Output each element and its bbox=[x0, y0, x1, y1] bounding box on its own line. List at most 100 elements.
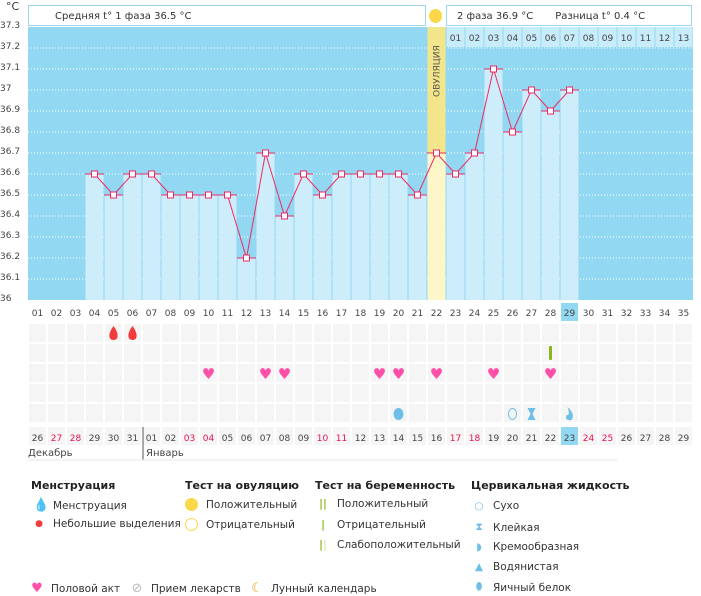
phase2-day-cell bbox=[617, 27, 636, 47]
marker-cell bbox=[656, 364, 673, 382]
calendar-date: 26 bbox=[621, 434, 633, 444]
y-tick-label: 36.8 bbox=[0, 126, 21, 136]
legend-ovulation-negative: Отрицательный bbox=[185, 518, 295, 531]
phase2-day-cell bbox=[446, 27, 465, 47]
legend-pregnancy-title: Тест на беременность bbox=[315, 479, 456, 492]
marker-cell bbox=[181, 344, 198, 362]
phase2-day-label: 06 bbox=[545, 34, 557, 44]
temperature-point bbox=[566, 86, 573, 94]
marker-cell bbox=[162, 364, 179, 382]
today-highlight bbox=[561, 427, 578, 445]
cycle-day-label: 10 bbox=[203, 309, 215, 319]
temperature-bar bbox=[218, 195, 237, 300]
marker-cell bbox=[599, 344, 616, 362]
marker-cell bbox=[333, 384, 350, 402]
calendar-date: 02 bbox=[165, 434, 176, 444]
date-cell bbox=[447, 427, 464, 445]
cycle-day-label: 04 bbox=[89, 309, 101, 319]
marker-cell bbox=[48, 324, 65, 342]
legend-lunar-calendar[interactable]: ☾ Лунный календарь bbox=[251, 581, 377, 596]
marker-cell bbox=[599, 384, 616, 402]
marker-cell bbox=[276, 384, 293, 402]
cycle-day-label: 19 bbox=[374, 309, 386, 319]
marker-cell bbox=[200, 404, 217, 422]
phase2-day-label: 11 bbox=[640, 34, 651, 44]
y-tick-label: 36.9 bbox=[0, 105, 21, 115]
temperature-point bbox=[319, 191, 326, 199]
marker-cell bbox=[542, 384, 559, 402]
marker-cell bbox=[86, 324, 103, 342]
marker-cell bbox=[485, 404, 502, 422]
y-tick-label: 36 bbox=[0, 294, 12, 304]
cycle-day-label: 12 bbox=[241, 309, 252, 319]
marker-cell bbox=[143, 404, 160, 422]
phase2-day-cell bbox=[465, 27, 484, 47]
heart-icon: ♥ bbox=[259, 365, 272, 383]
date-cell bbox=[371, 427, 388, 445]
marker-cell bbox=[86, 344, 103, 362]
legend-medication: ⊘ Прием лекарств bbox=[131, 581, 241, 596]
cycle-day-label: 14 bbox=[279, 309, 291, 319]
marker-cell bbox=[295, 344, 312, 362]
cycle-day-label: 21 bbox=[412, 309, 423, 319]
calendar-date: 06 bbox=[241, 434, 253, 444]
y-tick-label: 36.7 bbox=[0, 147, 21, 157]
temperature-point bbox=[148, 170, 155, 178]
marker-cell bbox=[485, 324, 502, 342]
marker-cell bbox=[637, 324, 654, 342]
marker-cell bbox=[599, 364, 616, 382]
phase2-day-cell bbox=[541, 27, 560, 47]
cycle-day-label: 28 bbox=[545, 309, 557, 319]
marker-cell bbox=[637, 364, 654, 382]
temperature-bar bbox=[446, 174, 465, 300]
marker-cell bbox=[390, 384, 407, 402]
marker-cell bbox=[333, 404, 350, 422]
date-cell bbox=[656, 427, 673, 445]
cycle-day-label: 07 bbox=[146, 309, 157, 319]
marker-cell bbox=[561, 344, 578, 362]
phase2-day-label: 10 bbox=[621, 34, 633, 44]
temperature-bar bbox=[503, 132, 522, 300]
temperature-bar bbox=[199, 195, 218, 300]
calendar-date: 25 bbox=[602, 434, 613, 444]
marker-cell bbox=[48, 364, 65, 382]
marker-cell bbox=[561, 364, 578, 382]
legend-fluid-sticky: ⧗ Клейкая bbox=[473, 521, 539, 534]
calendar-date: 08 bbox=[279, 434, 291, 444]
marker-cell bbox=[637, 404, 654, 422]
marker-cell bbox=[105, 404, 122, 422]
temperature-point bbox=[471, 149, 478, 157]
marker-cell bbox=[428, 364, 445, 382]
heart-icon: ♥ bbox=[430, 365, 443, 383]
temperature-point bbox=[224, 191, 231, 199]
marker-cell bbox=[428, 344, 445, 362]
calendar-date: 16 bbox=[431, 434, 443, 444]
marker-cell bbox=[618, 344, 635, 362]
marker-cell bbox=[466, 404, 483, 422]
marker-cell bbox=[504, 324, 521, 342]
marker-cell bbox=[257, 384, 274, 402]
marker-cell bbox=[105, 344, 122, 362]
y-tick-label: 36.4 bbox=[0, 210, 21, 220]
date-cell bbox=[86, 427, 103, 445]
marker-cell bbox=[409, 384, 426, 402]
hourglass-icon: ⧗ bbox=[475, 521, 483, 533]
date-cell bbox=[257, 427, 274, 445]
marker-cell bbox=[162, 324, 179, 342]
marker-cell bbox=[409, 404, 426, 422]
temperature-bar bbox=[142, 174, 161, 300]
phase1-summary: Средняя t° 1 фаза 36.5 °C bbox=[28, 5, 426, 26]
marker-cell bbox=[352, 324, 369, 342]
marker-cell bbox=[675, 384, 692, 402]
marker-cell bbox=[447, 324, 464, 342]
marker-cell bbox=[181, 364, 198, 382]
temperature-point bbox=[167, 191, 174, 199]
cycle-day-label: 01 bbox=[32, 309, 43, 319]
marker-cell bbox=[238, 324, 255, 342]
marker-cell bbox=[542, 364, 559, 382]
temperature-bar bbox=[313, 195, 332, 300]
date-cell bbox=[48, 427, 65, 445]
marker-cell bbox=[238, 364, 255, 382]
marker-cell bbox=[466, 364, 483, 382]
marker-cell bbox=[542, 404, 559, 422]
